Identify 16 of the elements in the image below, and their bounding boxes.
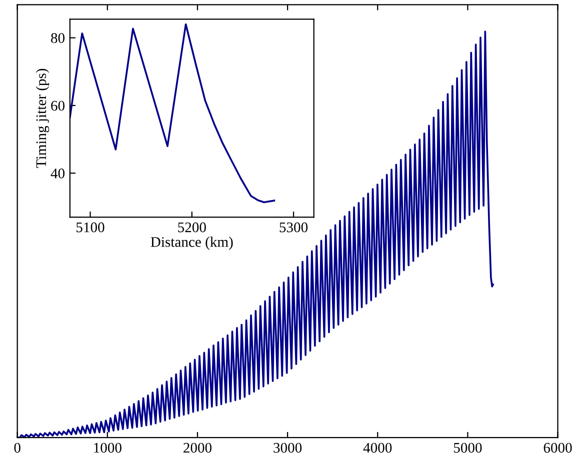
y-tick-label: 80 xyxy=(51,33,65,44)
x-tick-label: 5100 xyxy=(76,222,104,232)
y-tick-label: 40 xyxy=(50,168,65,178)
x-tick-label: 5200 xyxy=(178,222,206,232)
x-tick-label: 5300 xyxy=(280,222,308,232)
y-tick-label: 60 xyxy=(51,100,65,111)
x-tick-label: 4000 xyxy=(363,442,392,453)
x-tick-label: 3000 xyxy=(274,442,302,453)
x-tick-label: 5000 xyxy=(454,442,482,453)
x-tick-label: 0 xyxy=(14,442,20,453)
x-tick-label: 6000 xyxy=(544,442,572,453)
line-series xyxy=(70,23,276,204)
x-tick-label: 2000 xyxy=(184,442,212,453)
y-axis-title: Timing jitter (ps) xyxy=(36,68,50,168)
x-tick-label: 1000 xyxy=(94,442,122,453)
x-axis-title: Distance (km) xyxy=(150,236,233,250)
